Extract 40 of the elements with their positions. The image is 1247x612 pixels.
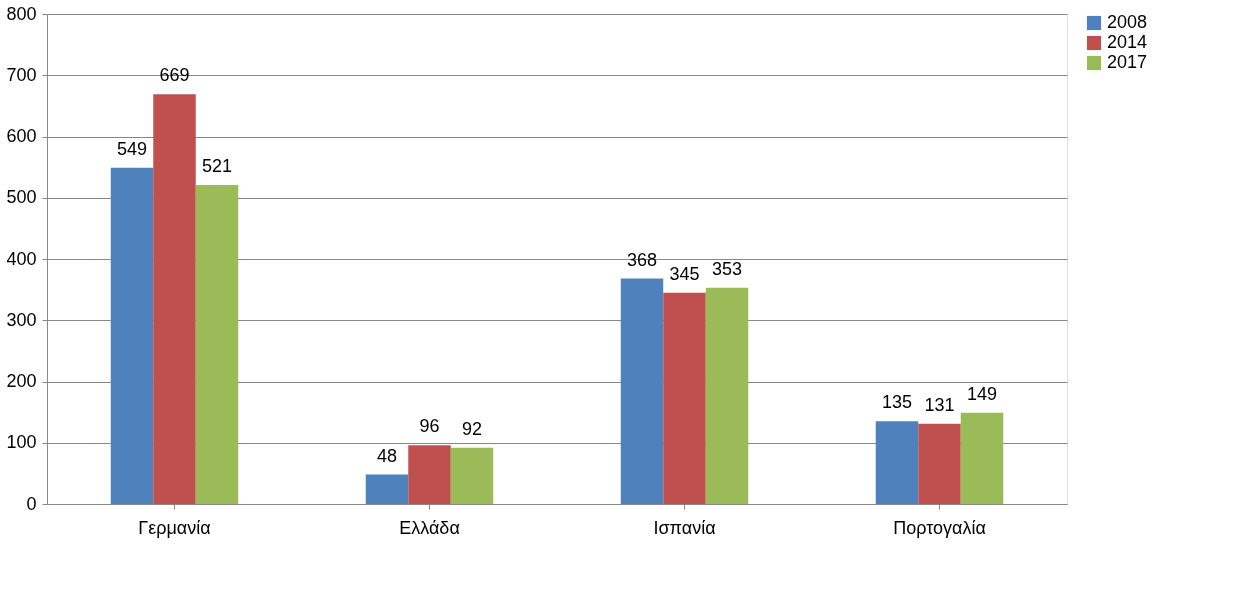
y-tick-label: 300 — [6, 309, 37, 330]
data-label: 345 — [669, 263, 700, 284]
bar — [620, 278, 664, 504]
data-label: 135 — [881, 392, 913, 413]
data-label: 131 — [924, 394, 955, 415]
bar — [918, 423, 961, 504]
data-label: 92 — [461, 418, 483, 439]
data-label: 521 — [201, 155, 233, 176]
x-tick-label: Γερμανία — [138, 517, 211, 538]
y-tick-label: 500 — [6, 187, 37, 208]
x-tick-label: Πορτογαλία — [893, 517, 986, 538]
bar — [110, 167, 154, 504]
data-label: 669 — [159, 65, 190, 86]
bar — [663, 292, 706, 504]
bar — [408, 445, 451, 504]
legend-label: 2014 — [1107, 32, 1148, 52]
y-tick-label: 100 — [6, 432, 37, 453]
legend-label: 2017 — [1107, 52, 1148, 72]
bar — [875, 421, 919, 504]
data-label: 368 — [626, 249, 658, 270]
y-tick-label: 800 — [6, 3, 37, 24]
data-label: 96 — [419, 416, 440, 437]
data-label: 549 — [116, 138, 148, 159]
y-tick-label: 0 — [26, 493, 37, 514]
data-label: 149 — [966, 383, 998, 404]
data-label: 353 — [711, 258, 743, 279]
bar — [365, 474, 409, 504]
y-tick-label: 400 — [6, 248, 37, 269]
bar — [153, 94, 196, 504]
x-tick-label: Ισπανία — [653, 517, 716, 538]
y-tick-label: 200 — [6, 371, 37, 391]
y-tick-label: 600 — [6, 126, 37, 146]
data-label: 48 — [376, 445, 398, 466]
x-tick-label: Ελλάδα — [399, 517, 460, 538]
bar — [705, 287, 749, 504]
legend-label: 2008 — [1107, 12, 1148, 32]
bar — [960, 412, 1004, 504]
bar — [195, 184, 239, 504]
y-tick-label: 700 — [6, 64, 37, 85]
bar — [450, 447, 494, 504]
